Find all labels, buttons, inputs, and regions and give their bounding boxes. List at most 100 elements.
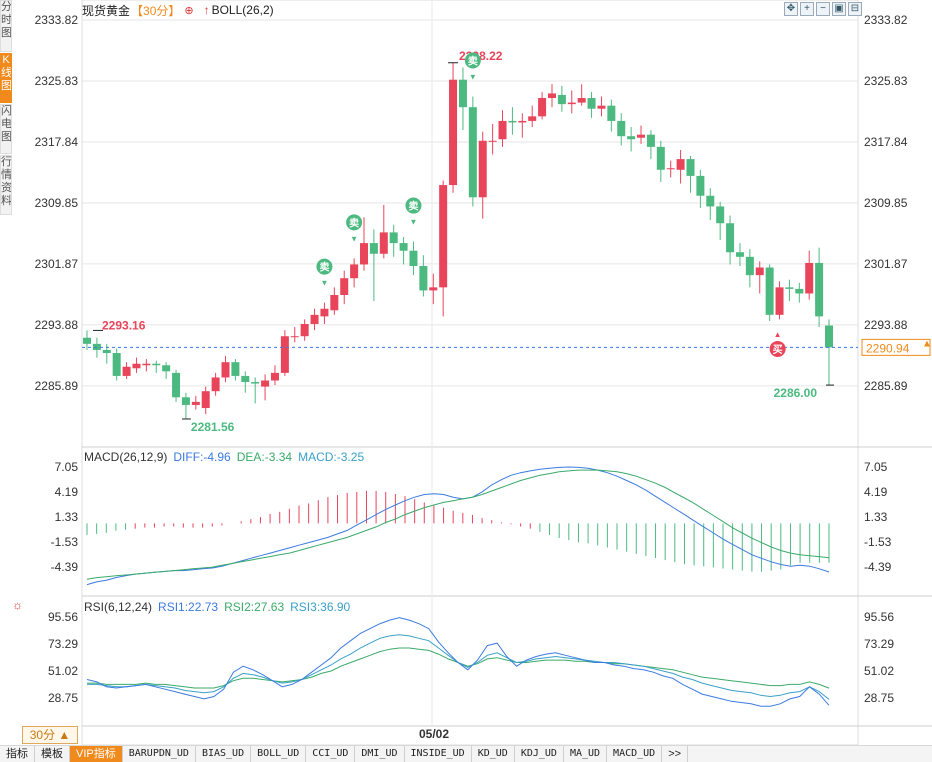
candle-body (547, 93, 556, 99)
candle-body (300, 324, 309, 337)
candle-body (498, 120, 507, 140)
candle-body (726, 223, 735, 253)
candle-body (191, 401, 200, 405)
candle-body (409, 250, 418, 266)
candle-body (251, 382, 260, 384)
rsi1-value: RSI1:22.73 (158, 600, 219, 614)
rsi3-value: RSI3:36.90 (290, 600, 351, 614)
tab-quote-info[interactable]: 行情资料 (0, 155, 12, 215)
tab-more[interactable]: >> (662, 746, 689, 762)
candle-body (122, 366, 131, 376)
zoom-out-icon[interactable]: − (816, 2, 830, 16)
candle-body (538, 98, 547, 117)
chart-header: 现货黄金 【30分】 ⊕ ↑ BOLL(26,2) (82, 2, 274, 18)
chart-canvas: 2333.82 2333.82 2325.83 2325.83 2317.84 2317.… (35, 0, 932, 745)
rsi-tick-left: 95.56 (48, 610, 78, 624)
candle-body (716, 206, 725, 224)
zoom-fit-icon[interactable]: ▣ (832, 2, 846, 16)
settings-sun-icon[interactable]: ☼ (12, 598, 23, 612)
macd-tick-left: 1.33 (55, 510, 79, 524)
macd-tick-left: -4.39 (51, 560, 79, 574)
tab-kdj[interactable]: KDJ_UD (515, 746, 564, 762)
period-label: 【30分】 (131, 3, 181, 18)
up-arrow-icon[interactable]: ↑ (203, 3, 210, 17)
macd-tick-right: 4.19 (864, 485, 888, 499)
last-low-label: 2286.00 (774, 386, 818, 400)
rsi-tick-left: 73.29 (48, 637, 78, 651)
tab-dmi[interactable]: DMI_UD (355, 746, 405, 762)
candle-body (152, 363, 161, 366)
candle-body (162, 365, 171, 372)
macd-name: MACD(26,12,9) (84, 450, 168, 464)
candle-body (270, 372, 279, 381)
tab-cci[interactable]: CCI_UD (306, 746, 356, 762)
candle-body (112, 353, 121, 376)
settings-icon[interactable]: ⊕ (184, 4, 194, 17)
candle-body (261, 380, 270, 387)
candle-body (567, 102, 576, 105)
price-tick-left: 2293.88 (35, 318, 79, 332)
candle-body (429, 287, 438, 291)
tab-ma[interactable]: MA_UD (564, 746, 608, 762)
prev-high-label: 2293.16 (102, 318, 146, 332)
candle-body (350, 264, 359, 279)
candle-body (587, 98, 596, 109)
period-button[interactable]: 30分 ▲ (22, 726, 78, 744)
min-price-label: 2281.56 (191, 420, 235, 434)
tab-kline[interactable]: K线图 (0, 53, 12, 103)
tab-boll[interactable]: BOLL_UD (251, 746, 307, 762)
candle-body (181, 397, 190, 405)
tab-barupdn[interactable]: BARUPDN_UD (123, 746, 196, 762)
candle-body (340, 278, 349, 295)
candle-body (132, 363, 141, 369)
current-price-box (861, 338, 931, 356)
bottom-tab-bar: 指标 模板 VIP指标 BARUPDN_UD BIAS_UD BOLL_UD C… (0, 745, 932, 762)
tab-inside[interactable]: INSIDE_UD (405, 746, 472, 762)
tab-bias[interactable]: BIAS_UD (196, 746, 252, 762)
tab-flash[interactable]: 闪电图 (0, 104, 12, 154)
tab-kd[interactable]: KD_UD (472, 746, 515, 762)
candle-body (478, 140, 487, 198)
rsi-name: RSI(6,12,24) (84, 600, 153, 614)
candle-body (379, 232, 388, 254)
indicator-name[interactable]: BOLL(26,2) (211, 3, 274, 17)
tab-vip-indicators[interactable]: VIP指标 (70, 746, 123, 762)
price-tick-left: 2301.87 (35, 257, 79, 271)
candle-body (607, 105, 616, 121)
candle-body (706, 195, 715, 207)
candle-body (656, 146, 665, 170)
candle-body (399, 243, 408, 251)
candle-body (369, 243, 378, 254)
candle-body (745, 256, 754, 276)
macd-tick-left: 7.05 (55, 460, 79, 474)
tab-timeshare[interactable]: 分时图 (0, 0, 12, 52)
macd-tick-right: -4.39 (864, 560, 892, 574)
tab-macd[interactable]: MACD_UD (607, 746, 663, 762)
expand-icon[interactable]: ⊟ (848, 2, 862, 16)
move-icon[interactable]: ✥ (784, 2, 798, 16)
tab-indicators[interactable]: 指标 (0, 746, 35, 762)
rsi-tick-left: 28.75 (48, 691, 78, 705)
macd-dea-value: DEA:-3.34 (236, 450, 293, 464)
macd-macd-value: MACD:-3.25 (298, 450, 365, 464)
candle-body (449, 79, 458, 186)
macd-diff-value: DIFF:-4.96 (173, 450, 231, 464)
macd-title: MACD(26,12,9) DIFF:-4.96 DEA:-3.34 MACD:-3.… (84, 450, 364, 464)
plot-frame (81, 0, 859, 745)
tab-templates[interactable]: 模板 (35, 746, 70, 762)
candle-body (805, 262, 814, 294)
zoom-in-icon[interactable]: + (800, 2, 814, 16)
macd-tick-left: -1.53 (51, 535, 79, 549)
candle-body (142, 363, 151, 366)
sell-arrow-icon: ▼ (350, 234, 358, 243)
candle-body (201, 391, 210, 408)
candle-body (439, 185, 448, 288)
candle-body (775, 287, 784, 315)
rsi-tick-left: 51.02 (48, 664, 78, 678)
rsi-title: RSI(6,12,24) RSI1:22.73 RSI2:27.63 RSI3:36.… (84, 600, 350, 614)
macd-diff-line (86, 466, 830, 586)
rsi-tick-right: 51.02 (864, 664, 894, 678)
price-tick-left: 2317.84 (35, 135, 79, 149)
price-tick-left: 2325.83 (35, 74, 79, 88)
symbol-name: 现货黄金 (82, 3, 131, 18)
